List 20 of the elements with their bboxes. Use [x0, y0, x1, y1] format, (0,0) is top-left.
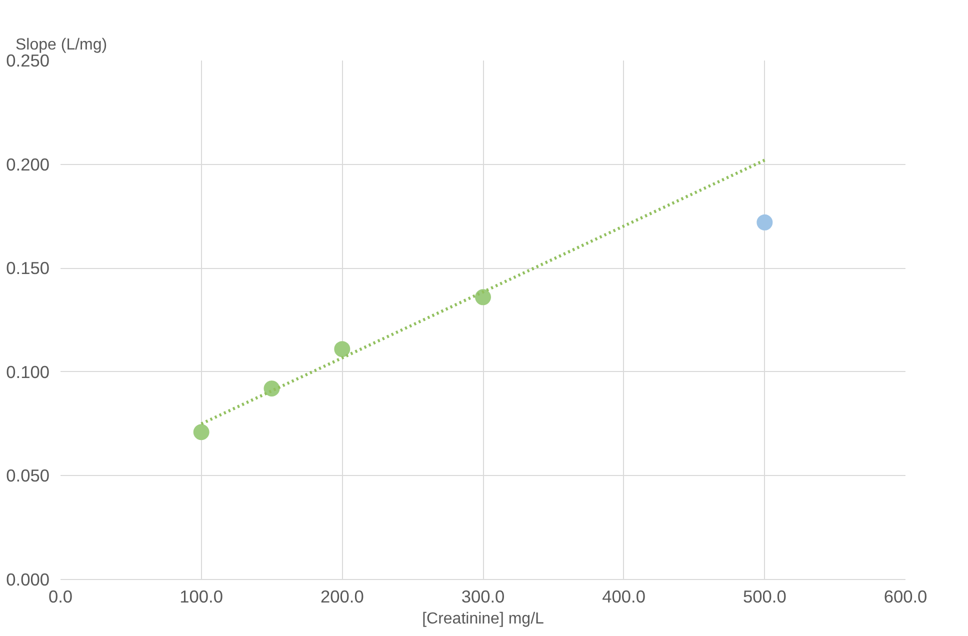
point	[756, 214, 773, 230]
x-tick-label: 600.0	[884, 586, 928, 606]
y-axis-title: Slope (L/mg)	[16, 36, 108, 54]
y-tick-label: 0.150	[6, 258, 50, 278]
x-tick-label: 300.0	[461, 586, 505, 606]
x-tick-label: 100.0	[180, 586, 224, 606]
y-tick-label: 0.050	[6, 466, 50, 486]
point	[334, 341, 350, 358]
x-tick-label: 400.0	[602, 586, 646, 606]
x-axis-title: [Creatinine] mg/L	[422, 610, 544, 628]
y-tick-label: 0.250	[6, 50, 50, 70]
x-tick-label: 500.0	[742, 586, 786, 606]
point	[193, 424, 210, 440]
y-tick-label: 0.000	[6, 570, 50, 590]
y-tick-label: 0.200	[6, 154, 50, 174]
point	[475, 289, 491, 306]
x-tick-label: 200.0	[320, 586, 364, 606]
x-tick-label: 0.0	[48, 586, 73, 606]
point	[264, 380, 280, 396]
y-tick-label: 0.100	[6, 362, 50, 382]
